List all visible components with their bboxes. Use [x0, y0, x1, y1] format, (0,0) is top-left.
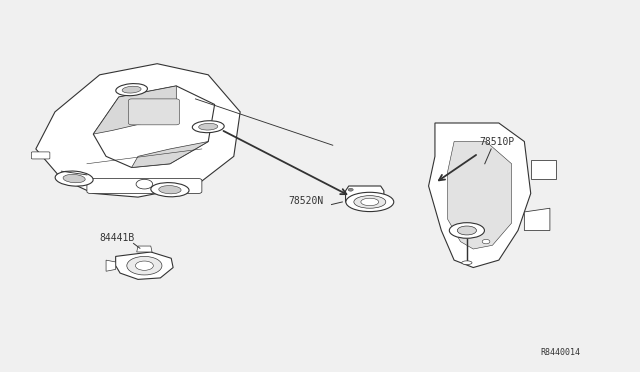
Polygon shape [448, 141, 511, 249]
Ellipse shape [346, 192, 394, 212]
Ellipse shape [449, 223, 484, 238]
FancyBboxPatch shape [87, 179, 202, 193]
Polygon shape [93, 86, 214, 167]
Circle shape [348, 188, 353, 191]
Ellipse shape [55, 171, 93, 186]
Polygon shape [106, 260, 116, 271]
Polygon shape [116, 252, 173, 279]
Polygon shape [524, 208, 550, 231]
Ellipse shape [127, 256, 162, 275]
Ellipse shape [159, 186, 181, 194]
Ellipse shape [116, 84, 147, 96]
Ellipse shape [462, 261, 472, 264]
Text: 78510P: 78510P [479, 137, 515, 147]
Ellipse shape [361, 198, 379, 206]
Text: 84441B: 84441B [100, 233, 135, 243]
Polygon shape [132, 141, 208, 167]
FancyBboxPatch shape [31, 152, 50, 159]
Polygon shape [429, 123, 531, 267]
Ellipse shape [151, 183, 189, 197]
Ellipse shape [63, 174, 85, 183]
Polygon shape [346, 186, 384, 202]
Ellipse shape [198, 124, 218, 130]
Ellipse shape [122, 86, 141, 93]
Text: 78520N: 78520N [288, 196, 323, 206]
Polygon shape [531, 160, 556, 179]
Ellipse shape [458, 226, 476, 235]
Circle shape [136, 179, 153, 189]
Polygon shape [137, 246, 152, 252]
Ellipse shape [354, 196, 386, 208]
FancyBboxPatch shape [129, 99, 179, 125]
Ellipse shape [192, 121, 224, 133]
Text: R8440014: R8440014 [540, 347, 580, 357]
Polygon shape [36, 64, 240, 197]
Circle shape [482, 239, 490, 244]
Ellipse shape [136, 261, 154, 270]
Polygon shape [93, 86, 176, 134]
